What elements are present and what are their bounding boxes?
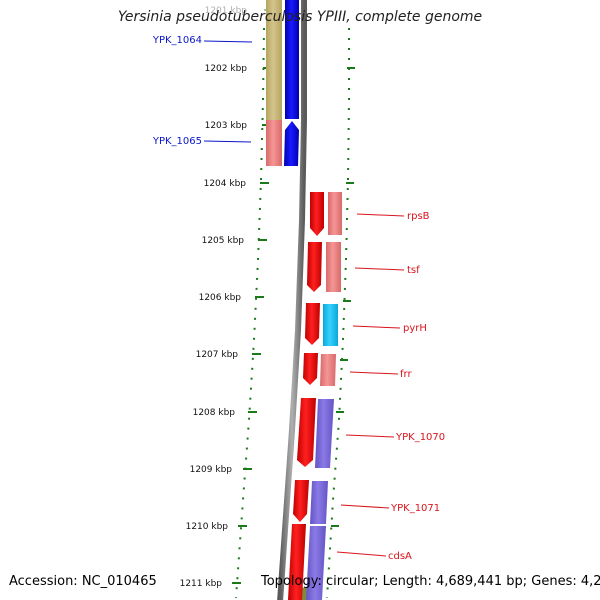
gene-feature-frr-cog[interactable] — [320, 354, 336, 386]
gene-feature-ypk1064[interactable] — [285, 0, 299, 119]
gene-feature-frr[interactable] — [303, 353, 318, 385]
gene-feature-tsf[interactable] — [307, 242, 322, 292]
gene-label-frr[interactable]: frr — [400, 369, 412, 380]
accession-text: Accession: NC_010465 — [9, 574, 157, 589]
ruler-label: 1208 kbp — [193, 408, 236, 418]
ruler-label: 1203 kbp — [205, 121, 248, 131]
minus-strand-track — [266, 0, 299, 166]
ruler-label: 1202 kbp — [205, 64, 248, 74]
gene-feature-rpsb-cog[interactable] — [328, 192, 342, 235]
label-leaders — [203, 40, 405, 557]
ruler-label: 1204 kbp — [204, 179, 247, 189]
gene-feature-ypk1065-cog[interactable] — [266, 120, 282, 166]
backbone-olive-tail — [300, 587, 310, 600]
gene-feature-ypk1064-cog[interactable] — [266, 0, 282, 120]
ruler-label: 1206 kbp — [199, 293, 242, 303]
map-title: Yersinia pseudotuberculosis YPIII, compl… — [117, 9, 483, 25]
gene-feature-ypk1071-cog[interactable] — [310, 481, 328, 524]
gene-feature-ypk1070-cog[interactable] — [315, 399, 334, 468]
gc-dotted-curve-inner — [235, 27, 265, 599]
gene-label-ypk1065[interactable]: YPK_1065 — [152, 136, 202, 147]
gene-feature-tsf-cog[interactable] — [326, 242, 341, 292]
gene-label-ypk1070[interactable]: YPK_1070 — [395, 432, 445, 443]
gene-feature-ypk1065[interactable] — [284, 121, 299, 166]
ruler-label: 1210 kbp — [186, 522, 229, 532]
ruler-label: 1211 kbp — [180, 579, 223, 589]
ruler-labels: 1201 kbp 1202 kbp 1203 kbp 1204 kbp 1205… — [180, 6, 248, 589]
plus-strand-track — [288, 192, 342, 600]
gene-feature-pyrh-cog[interactable] — [323, 304, 338, 346]
genome-backbone — [277, 0, 307, 600]
gene-feature-ypk1070[interactable] — [297, 398, 316, 467]
gene-label-ypk1071[interactable]: YPK_1071 — [390, 503, 440, 514]
topology-text: Topology: circular; Length: 4,689,441 bp… — [261, 574, 600, 589]
gene-labels: YPK_1064 YPK_1065 rpsB tsf pyrH frr YPK_… — [152, 35, 445, 562]
gene-feature-cdsa[interactable] — [288, 524, 306, 600]
gene-label-cdsa[interactable]: cdsA — [388, 551, 412, 562]
gene-label-rpsb[interactable]: rpsB — [407, 211, 430, 222]
gene-feature-rpsb[interactable] — [310, 192, 324, 236]
gene-label-ypk1064[interactable]: YPK_1064 — [152, 35, 202, 46]
ruler-ticks — [232, 9, 355, 584]
gene-feature-ypk1071[interactable] — [293, 480, 309, 522]
ruler-label: 1207 kbp — [196, 350, 239, 360]
ruler-label: 1201 kbp — [205, 6, 248, 16]
ruler-label: 1209 kbp — [190, 465, 233, 475]
ruler-label: 1205 kbp — [202, 236, 245, 246]
gene-label-tsf[interactable]: tsf — [407, 265, 420, 276]
gene-feature-pyrh[interactable] — [305, 303, 320, 345]
gene-label-pyrh[interactable]: pyrH — [403, 323, 427, 334]
gene-feature-cdsa-cog[interactable] — [306, 526, 326, 600]
